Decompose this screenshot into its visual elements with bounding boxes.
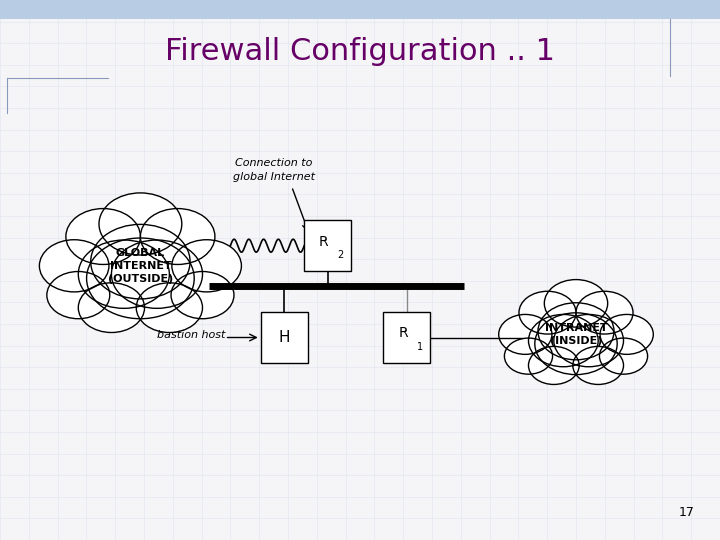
FancyBboxPatch shape bbox=[0, 0, 720, 19]
Text: H: H bbox=[279, 330, 290, 345]
Text: INTRANET
(INSIDE): INTRANET (INSIDE) bbox=[544, 323, 608, 346]
Text: Connection to
global Internet: Connection to global Internet bbox=[233, 159, 315, 181]
Text: 1: 1 bbox=[417, 342, 423, 352]
Circle shape bbox=[86, 238, 194, 319]
Circle shape bbox=[519, 291, 576, 334]
Circle shape bbox=[600, 338, 647, 374]
Circle shape bbox=[544, 280, 608, 327]
Circle shape bbox=[78, 240, 169, 308]
FancyBboxPatch shape bbox=[383, 312, 430, 363]
Circle shape bbox=[576, 291, 633, 334]
Text: R: R bbox=[319, 234, 328, 248]
Circle shape bbox=[91, 225, 190, 299]
Circle shape bbox=[499, 314, 552, 354]
Circle shape bbox=[66, 208, 140, 265]
Circle shape bbox=[538, 303, 614, 360]
Text: bastion host: bastion host bbox=[157, 330, 225, 340]
Text: Firewall Configuration .. 1: Firewall Configuration .. 1 bbox=[165, 37, 555, 66]
Circle shape bbox=[136, 283, 202, 333]
Circle shape bbox=[554, 314, 624, 367]
Text: 2: 2 bbox=[338, 250, 344, 260]
Text: GLOBAL
INTERNET
(OUTSIDE): GLOBAL INTERNET (OUTSIDE) bbox=[108, 248, 173, 284]
Circle shape bbox=[112, 240, 202, 308]
Text: 17: 17 bbox=[679, 507, 695, 519]
Circle shape bbox=[40, 240, 109, 292]
Circle shape bbox=[78, 283, 145, 333]
Circle shape bbox=[600, 314, 653, 354]
Circle shape bbox=[535, 313, 617, 375]
Circle shape bbox=[171, 272, 234, 319]
FancyBboxPatch shape bbox=[261, 312, 308, 363]
Circle shape bbox=[47, 272, 109, 319]
FancyBboxPatch shape bbox=[304, 220, 351, 271]
Circle shape bbox=[505, 338, 552, 374]
Circle shape bbox=[528, 347, 579, 384]
Circle shape bbox=[528, 314, 598, 367]
Circle shape bbox=[172, 240, 241, 292]
Circle shape bbox=[140, 208, 215, 265]
Circle shape bbox=[99, 193, 181, 255]
Circle shape bbox=[573, 347, 624, 384]
Text: R: R bbox=[398, 326, 408, 340]
